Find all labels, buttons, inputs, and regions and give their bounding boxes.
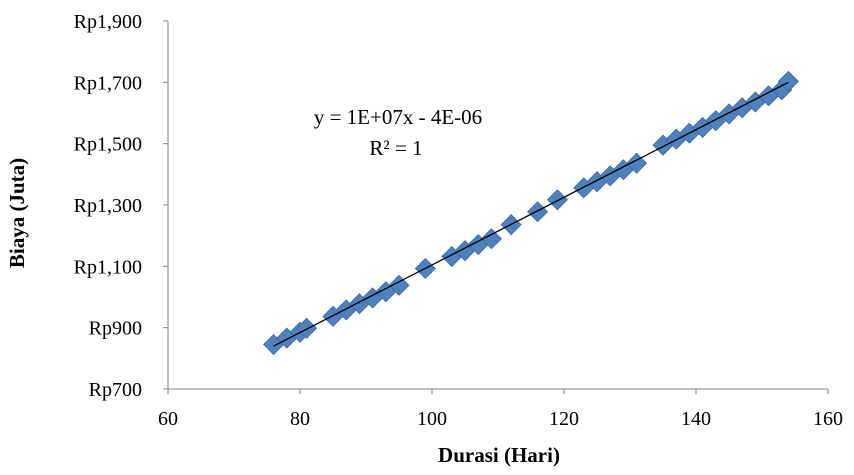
data-point [388,274,410,296]
x-tick-label: 100 [417,408,447,430]
trendline [273,81,789,347]
x-tick-label: 120 [549,408,579,430]
labels-layer: Durasi (Hari) Biaya (Juta) y = 1E+07x - … [5,105,560,467]
y-tick-label: Rp1,900 [74,11,142,33]
y-tick-label: Rp1,700 [74,72,142,94]
y-tick-label: Rp1,300 [74,195,142,217]
data-point [296,317,318,339]
x-tick-label: 80 [290,408,310,430]
y-tick-label: Rp900 [89,318,142,340]
data-point [546,189,568,211]
data-point [480,228,502,250]
data-point [777,70,799,92]
r-squared-label: R² = 1 [369,136,422,160]
axes-layer: Rp700 Rp900 Rp1,100 Rp1,300 Rp1,500 Rp1,700 Rp… [74,11,843,430]
trendline-equation-label: y = 1E+07x - 4E-06 [314,105,482,129]
y-axis-title: Biaya (Juta) [5,158,29,268]
x-tick-label: 60 [158,408,178,430]
x-axis-title: Durasi (Hari) [438,443,560,467]
trendline-layer [273,81,789,347]
y-tick-label: Rp1,100 [74,256,142,278]
y-tick-label: Rp1,500 [74,134,142,156]
x-tick-label: 140 [681,408,711,430]
data-point [527,201,549,223]
data-point [626,152,648,174]
y-tick-label: Rp700 [89,379,142,401]
x-tick-label: 160 [813,408,843,430]
